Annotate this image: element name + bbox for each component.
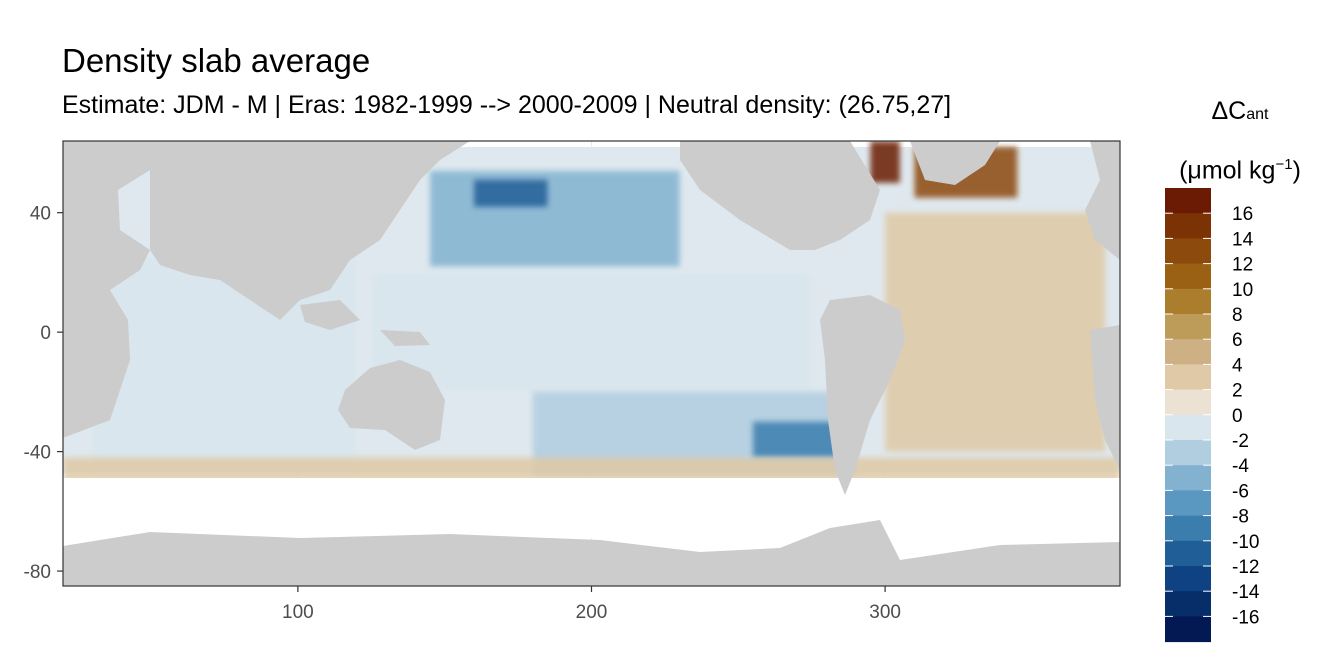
chart-title: Density slab average (62, 42, 371, 79)
north-america-landmass (680, 141, 880, 250)
legend-label: -12 (1232, 557, 1259, 578)
region-cell (870, 141, 900, 183)
chart-subtitle: Estimate: JDM - M | Eras: 1982-1999 --> … (62, 91, 952, 119)
new-guinea (380, 330, 430, 346)
legend-label: 0 (1232, 406, 1243, 427)
south-america-landmass (820, 295, 905, 495)
region-cell (430, 170, 680, 267)
legend-unit-prefix: (μmol kg (1179, 156, 1276, 185)
legend-swatch (1165, 238, 1211, 265)
legend-swatch (1165, 389, 1211, 416)
legend-swatch (1165, 591, 1211, 617)
region-cell (752, 421, 842, 458)
x-tick-label: 100 (282, 602, 314, 623)
legend-label: 8 (1232, 305, 1243, 326)
legend-swatch (1165, 288, 1211, 315)
region-cell (63, 457, 1120, 482)
antarctica-landmass (63, 520, 1120, 586)
legend-label: 4 (1232, 355, 1243, 376)
region-cell (474, 179, 548, 207)
region-cell (885, 212, 1106, 452)
australia-landmass (338, 360, 445, 450)
legend-swatch (1165, 490, 1211, 517)
legend-symbol: ΔC (1211, 97, 1247, 125)
legend-swatch (1165, 440, 1211, 466)
legend-label: -14 (1232, 582, 1260, 603)
legend-swatch (1165, 540, 1211, 567)
africa-europe-landmass (63, 141, 150, 438)
legend-label: -16 (1232, 607, 1259, 628)
legend-swatch (1165, 263, 1211, 290)
legend-swatch (1165, 213, 1211, 239)
y-tick-label: -80 (24, 562, 51, 583)
legend-swatch (1165, 616, 1211, 643)
legend-subscript: ant (1246, 106, 1269, 123)
greenland-landmass (910, 141, 1000, 185)
europe-landmass (1085, 141, 1120, 260)
southern-gap-band (63, 478, 1120, 538)
land-mask (63, 141, 1120, 586)
legend-label: 16 (1232, 204, 1253, 225)
legend-label: 14 (1232, 229, 1254, 250)
legend-label: 12 (1232, 255, 1253, 276)
legend-swatch (1165, 188, 1211, 214)
legend-unit-superscript: −1 (1275, 156, 1293, 173)
legend-label: -4 (1232, 456, 1249, 477)
legend-label: 6 (1232, 330, 1243, 351)
legend-label: 2 (1232, 381, 1243, 402)
sunda-islands (300, 300, 360, 330)
region-cell (371, 272, 812, 392)
y-tick-label: 40 (30, 204, 51, 225)
africa-east-landmass (1090, 325, 1120, 470)
asia-landmass (150, 141, 470, 320)
y-tick-label: 0 (40, 323, 51, 344)
legend-label: -8 (1232, 507, 1249, 528)
x-tick-label: 300 (869, 602, 901, 623)
legend-label: 10 (1232, 280, 1253, 301)
legend-label: -10 (1232, 532, 1259, 553)
legend-swatch (1165, 339, 1211, 365)
legend-title: ΔCant (μmol kg−1) (1160, 86, 1320, 195)
legend-swatch (1165, 314, 1211, 340)
legend-swatch (1165, 364, 1211, 391)
legend-swatch (1165, 515, 1211, 542)
color-legend: 16 14 12 10 8 6 4 2 0 -2 -4 -6 -8 -10 -12 -14 -16 (1165, 188, 1260, 643)
legend-swatch (1165, 465, 1211, 491)
legend-unit-suffix: ) (1292, 156, 1301, 185)
legend-swatch (1165, 414, 1211, 441)
legend-label: -6 (1232, 481, 1249, 502)
legend-label: -2 (1232, 431, 1249, 452)
y-tick-label: -40 (24, 443, 51, 464)
x-tick-label: 200 (576, 602, 608, 623)
legend-swatch (1165, 566, 1211, 592)
